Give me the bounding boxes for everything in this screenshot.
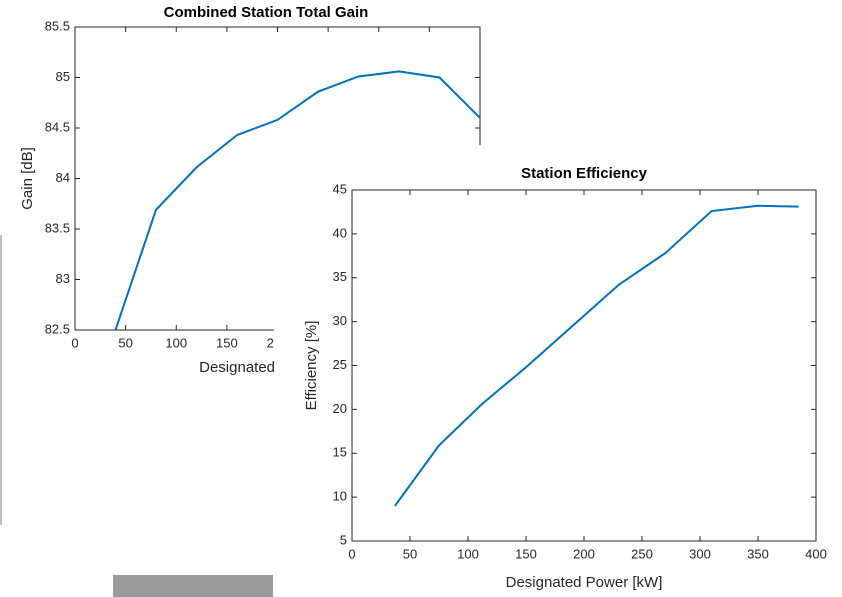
- y-tick-label: 84: [56, 170, 70, 185]
- x-tick-label: 300: [689, 546, 711, 561]
- x-tick-label: 200: [573, 546, 595, 561]
- y-tick-label: 15: [333, 445, 347, 460]
- x-tick-label: 100: [457, 546, 479, 561]
- data-line: [394, 204, 799, 507]
- y-axis-label: Efficiency [%]: [303, 321, 320, 411]
- y-tick-label: 5: [340, 532, 347, 547]
- x-tick-label: 0: [71, 335, 78, 350]
- chart-title: Combined Station Total Gain: [164, 4, 369, 21]
- y-tick-label: 30: [333, 313, 347, 328]
- chart-title: Station Efficiency: [521, 165, 648, 182]
- background-image: [113, 575, 273, 597]
- y-tick-label: 83: [56, 271, 70, 286]
- x-tick-label: 100: [165, 335, 187, 350]
- axes-box: [351, 189, 817, 542]
- x-tick-label: 50: [118, 335, 132, 350]
- x-tick-label: 400: [805, 546, 827, 561]
- x-tick-label: 350: [747, 546, 769, 561]
- x-tick-label: 250: [631, 546, 653, 561]
- y-tick-label: 82.5: [45, 321, 70, 336]
- x-tick-label: 150: [216, 335, 238, 350]
- y-tick-label: 35: [333, 269, 347, 284]
- data-line: [114, 70, 480, 330]
- y-tick-label: 85: [56, 69, 70, 84]
- y-tick-label: 40: [333, 225, 347, 240]
- x-tick-label: 0: [348, 546, 355, 561]
- y-tick-label: 45: [333, 181, 347, 196]
- y-tick-label: 83.5: [45, 220, 70, 235]
- y-axis-label: Gain [dB]: [19, 147, 36, 210]
- x-tick-label: 150: [515, 546, 537, 561]
- x-tick-label: 50: [403, 546, 417, 561]
- y-tick-label: 20: [333, 401, 347, 416]
- y-tick-label: 10: [333, 489, 347, 504]
- x-axis-label: Designated Power [kW]: [506, 574, 663, 591]
- y-tick-label: 25: [333, 357, 347, 372]
- y-tick-label: 85.5: [45, 18, 70, 33]
- y-tick-label: 84.5: [45, 119, 70, 134]
- efficiency-chart: 0 50 100 150 200 250 300 350 400 5 10 15 20 25 30 35 40 4…: [274, 145, 842, 597]
